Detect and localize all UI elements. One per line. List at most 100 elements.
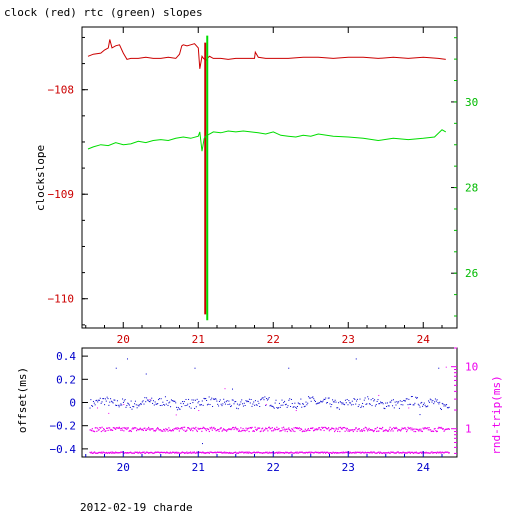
rndtrip-point bbox=[131, 428, 133, 430]
rndtrip-point bbox=[370, 451, 372, 453]
rndtrip-point bbox=[341, 451, 343, 453]
offset-point bbox=[353, 398, 355, 400]
rndtrip-point bbox=[357, 451, 359, 453]
offset-point bbox=[190, 407, 192, 409]
rndtrip-point bbox=[400, 430, 402, 432]
offset-point bbox=[135, 404, 137, 406]
rndtrip-point bbox=[432, 430, 434, 432]
offset-point bbox=[242, 403, 244, 405]
rndtrip-point bbox=[438, 452, 440, 454]
rndtrip-point bbox=[443, 430, 445, 432]
offset-point bbox=[180, 402, 182, 404]
rndtrip-point bbox=[179, 452, 181, 454]
rndtrip-point bbox=[152, 428, 154, 430]
rndtrip-point bbox=[325, 451, 327, 454]
offset-point bbox=[376, 400, 378, 402]
rndtrip-point bbox=[320, 451, 322, 453]
rndtrip-point bbox=[367, 451, 369, 454]
offset-point bbox=[122, 401, 124, 403]
rndtrip-point bbox=[268, 426, 270, 428]
offset-point bbox=[372, 397, 374, 399]
rndtrip-point bbox=[246, 429, 248, 431]
rndtrip-point bbox=[241, 429, 243, 432]
rndtrip-point bbox=[405, 428, 407, 430]
offset-point bbox=[120, 403, 122, 405]
rndtrip-point bbox=[322, 452, 324, 454]
rndtrip-point bbox=[289, 452, 291, 454]
rndtrip-point bbox=[165, 428, 167, 430]
rndtrip-point bbox=[345, 451, 347, 453]
rndtrip-point bbox=[323, 429, 325, 432]
rndtrip-point bbox=[112, 427, 114, 429]
rndtrip-point bbox=[174, 428, 176, 430]
rndtrip-point bbox=[436, 451, 438, 453]
offset-point bbox=[388, 405, 390, 407]
rndtrip-point bbox=[232, 426, 234, 429]
rndtrip-point bbox=[430, 429, 432, 431]
rndtrip-point bbox=[322, 427, 324, 429]
rndtrip-point bbox=[275, 452, 277, 454]
rndtrip-point bbox=[299, 429, 301, 431]
rndtrip-point bbox=[400, 429, 402, 431]
rndtrip-point bbox=[329, 428, 331, 430]
offset-point bbox=[425, 406, 427, 408]
offset-point bbox=[212, 398, 214, 400]
rndtrip-point bbox=[426, 452, 428, 454]
rndtrip-point bbox=[232, 452, 234, 454]
rndtrip-point bbox=[242, 428, 244, 430]
rndtrip-point bbox=[330, 451, 332, 454]
offset-point bbox=[344, 399, 346, 401]
rndtrip-point bbox=[307, 429, 309, 431]
rndtrip-point bbox=[227, 452, 229, 454]
rndtrip-point bbox=[191, 427, 193, 429]
rndtrip-point bbox=[236, 429, 238, 431]
offset-point bbox=[293, 406, 295, 408]
rndtrip-point bbox=[313, 452, 315, 454]
offset-point bbox=[134, 403, 136, 405]
rndtrip-point bbox=[296, 427, 298, 429]
rndtrip-point bbox=[228, 428, 230, 430]
offset-ylabel: offset(ms) bbox=[16, 367, 29, 433]
offset-point bbox=[278, 402, 280, 404]
rndtrip-point bbox=[343, 426, 345, 429]
rndtrip-point bbox=[406, 430, 408, 433]
rndtrip-point bbox=[219, 428, 221, 430]
rndtrip-point bbox=[225, 429, 227, 431]
rndtrip-point bbox=[352, 430, 354, 433]
offset-point bbox=[360, 407, 362, 409]
rndtrip-point bbox=[235, 451, 237, 453]
rndtrip-point bbox=[151, 451, 153, 454]
offset-point bbox=[284, 404, 286, 406]
rndtrip-point bbox=[424, 427, 426, 429]
rndtrip-point bbox=[124, 427, 126, 429]
rndtrip-point bbox=[220, 451, 222, 453]
offset-point bbox=[398, 401, 400, 403]
offset-point bbox=[204, 398, 206, 400]
rndtrip-point bbox=[431, 430, 433, 432]
offset-point bbox=[98, 399, 100, 401]
rndtrip-point bbox=[218, 430, 220, 432]
rndtrip-point bbox=[382, 452, 384, 454]
offset-point bbox=[227, 403, 229, 405]
rndtrip-point bbox=[105, 452, 107, 454]
rndtrip-point bbox=[387, 452, 389, 454]
offset-point bbox=[443, 405, 445, 407]
rndtrip-point bbox=[162, 430, 164, 432]
rndtrip-point bbox=[202, 451, 204, 453]
rndtrip-point bbox=[394, 427, 396, 429]
rndtrip-point bbox=[415, 451, 417, 453]
rndtrip-point bbox=[199, 427, 201, 430]
rndtrip-point bbox=[322, 451, 324, 453]
rndtrip-point bbox=[172, 430, 174, 432]
rndtrip-point bbox=[274, 452, 276, 454]
rndtrip-point bbox=[118, 452, 120, 454]
rndtrip-point bbox=[276, 451, 278, 453]
offset-point bbox=[107, 398, 109, 400]
rndtrip-point bbox=[445, 451, 447, 453]
rndtrip-point bbox=[175, 427, 177, 429]
offset-point bbox=[328, 397, 330, 399]
rndtrip-point bbox=[201, 452, 203, 454]
offset-point bbox=[202, 404, 204, 406]
top-y2tick-label: 28 bbox=[465, 182, 478, 195]
offset-point bbox=[423, 402, 425, 404]
